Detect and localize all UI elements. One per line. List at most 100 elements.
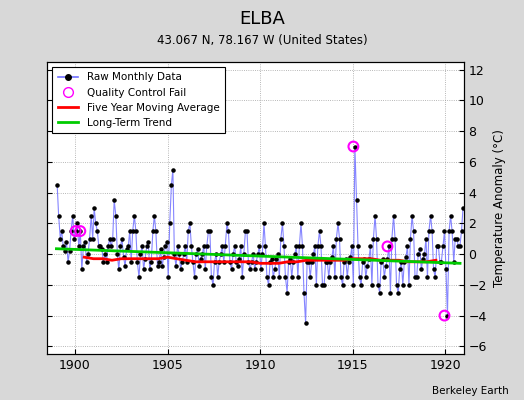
- Point: [58, 228, 66, 234]
- Point: [143, 243, 151, 250]
- Point: [144, 239, 152, 245]
- Point: [272, 256, 280, 262]
- Point: [93, 228, 102, 234]
- Point: [311, 243, 319, 250]
- Point: [394, 289, 402, 296]
- Point: [346, 254, 355, 260]
- Point: [255, 243, 264, 250]
- Point: [146, 266, 154, 273]
- Point: [218, 243, 226, 250]
- Point: [405, 282, 413, 288]
- Point: [312, 282, 321, 288]
- Point: [274, 251, 282, 257]
- Point: [115, 266, 123, 273]
- Point: [227, 266, 236, 273]
- Point: [203, 243, 211, 250]
- Point: [101, 251, 110, 257]
- Point: [162, 239, 171, 245]
- Point: [263, 274, 271, 280]
- Point: [265, 282, 273, 288]
- Point: [315, 228, 324, 234]
- Point: [76, 228, 84, 234]
- Point: [215, 258, 223, 265]
- Point: [450, 258, 458, 265]
- Point: [355, 274, 364, 280]
- Point: [366, 243, 375, 250]
- Point: [386, 289, 395, 296]
- Point: [304, 258, 313, 265]
- Point: [112, 212, 120, 219]
- Point: [123, 246, 131, 253]
- Point: [383, 243, 391, 250]
- Point: [252, 258, 260, 265]
- Point: [435, 258, 444, 265]
- Point: [320, 282, 329, 288]
- Point: [423, 274, 432, 280]
- Point: [337, 274, 345, 280]
- Point: [354, 243, 362, 250]
- Point: [67, 228, 75, 234]
- Point: [178, 258, 187, 265]
- Point: [388, 236, 396, 242]
- Point: [133, 258, 141, 265]
- Point: [172, 263, 180, 270]
- Point: [247, 258, 256, 265]
- Point: [66, 248, 74, 254]
- Point: [181, 243, 190, 250]
- Point: [278, 220, 287, 226]
- Point: [412, 274, 421, 280]
- Point: [434, 243, 443, 250]
- Point: [71, 228, 80, 234]
- Point: [280, 243, 288, 250]
- Point: [102, 258, 111, 265]
- Point: [363, 263, 372, 270]
- Point: [457, 228, 466, 234]
- Point: [416, 246, 424, 253]
- Point: [207, 274, 215, 280]
- Point: [400, 258, 409, 265]
- Point: [221, 243, 230, 250]
- Point: [62, 239, 71, 245]
- Point: [196, 256, 205, 262]
- Point: [260, 220, 268, 226]
- Point: [331, 274, 339, 280]
- Point: [110, 197, 118, 204]
- Point: [119, 254, 128, 260]
- Point: [195, 263, 203, 270]
- Point: [210, 258, 219, 265]
- Point: [303, 258, 311, 265]
- Point: [170, 251, 179, 257]
- Point: [150, 212, 159, 219]
- Point: [254, 251, 262, 257]
- Point: [281, 274, 290, 280]
- Point: [326, 258, 334, 265]
- Point: [187, 243, 195, 250]
- Point: [309, 251, 318, 257]
- Point: [90, 205, 99, 211]
- Point: [239, 251, 248, 257]
- Point: [84, 251, 92, 257]
- Point: [406, 236, 414, 242]
- Y-axis label: Temperature Anomaly (°C): Temperature Anomaly (°C): [493, 129, 506, 287]
- Point: [167, 182, 176, 188]
- Point: [420, 251, 429, 257]
- Point: [243, 228, 251, 234]
- Point: [73, 220, 81, 226]
- Point: [190, 274, 199, 280]
- Point: [78, 266, 86, 273]
- Point: [409, 228, 418, 234]
- Point: [130, 212, 138, 219]
- Point: [59, 243, 68, 250]
- Point: [308, 258, 316, 265]
- Point: [403, 243, 412, 250]
- Point: [138, 243, 146, 250]
- Point: [335, 236, 344, 242]
- Point: [437, 258, 445, 265]
- Point: [427, 212, 435, 219]
- Point: [324, 274, 333, 280]
- Point: [164, 274, 172, 280]
- Point: [374, 282, 382, 288]
- Point: [429, 266, 438, 273]
- Point: [232, 258, 241, 265]
- Point: [175, 251, 183, 257]
